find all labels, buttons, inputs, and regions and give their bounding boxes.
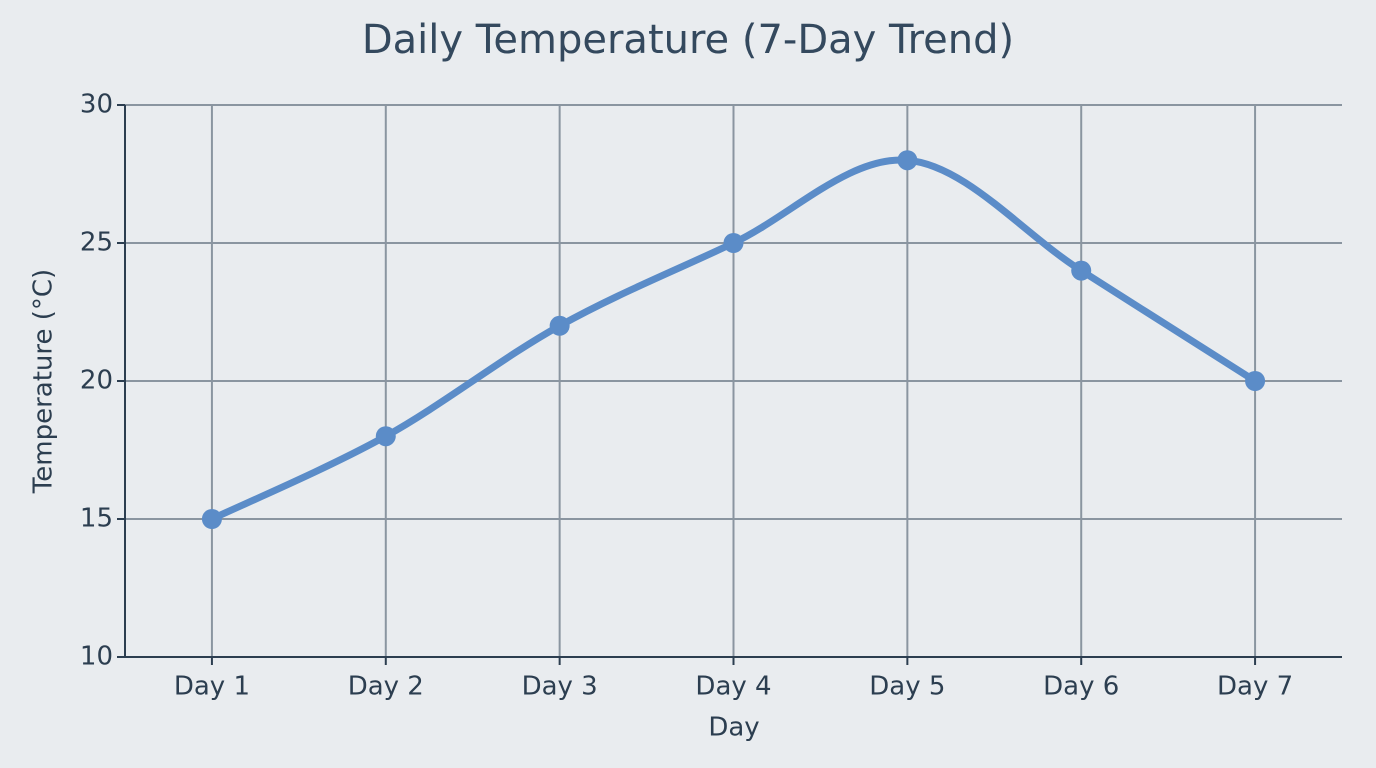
y-tick-label: 15 [80,504,113,534]
y-tick-label: 25 [80,228,113,258]
data-point [1071,260,1092,281]
y-tick-label: 10 [80,642,113,672]
data-point [897,150,918,171]
y-axis-label: Temperature (°C) [29,269,59,494]
x-tick-label: Day 4 [695,672,771,702]
chart-title: Daily Temperature (7-Day Trend) [362,17,1014,63]
x-axis-label: Day [708,713,759,743]
data-point [1245,371,1266,391]
data-point [201,509,222,529]
y-tick-label: 30 [80,90,113,120]
x-tick-label: Day 7 [1217,672,1293,702]
x-tick-label: Day 1 [174,672,250,702]
x-tick-label: Day 3 [522,672,598,702]
data-point [549,315,570,336]
y-tick-label: 20 [80,366,113,396]
x-tick-label: Day 5 [869,672,945,702]
x-tick-label: Day 2 [348,672,424,702]
x-tick-label: Day 6 [1043,672,1119,702]
data-point [723,233,744,253]
data-point [375,426,396,447]
